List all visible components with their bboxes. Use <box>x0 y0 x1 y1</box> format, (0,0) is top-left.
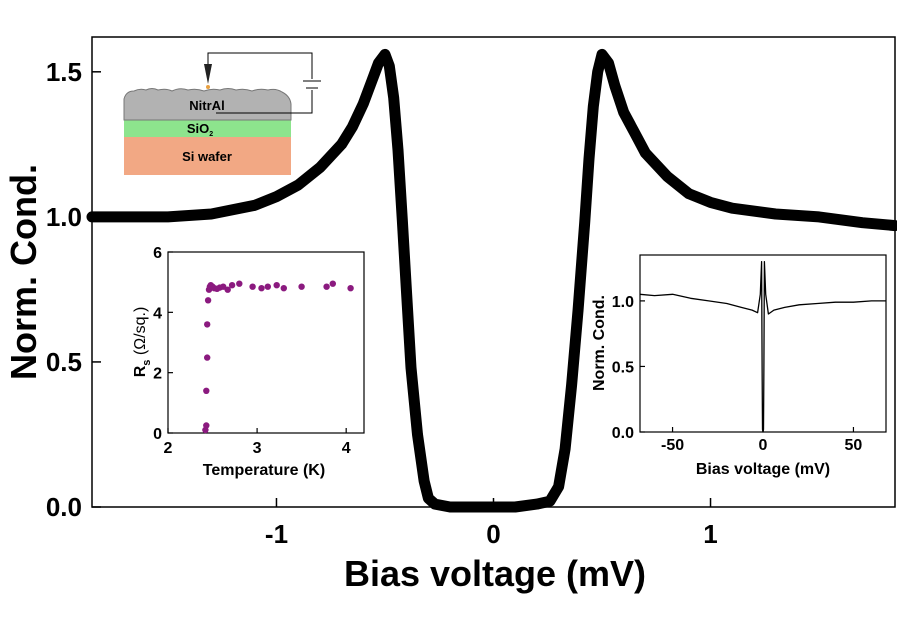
inset-right-x-tick-label: -50 <box>661 437 684 454</box>
sio2-label: SiO2 <box>187 121 213 138</box>
inset-right-x-tick-label: 0 <box>759 437 768 454</box>
inset-left-data-point <box>228 282 236 289</box>
sample-schematic: NitrAl SiO2 Si wafer <box>123 52 321 175</box>
inset-left-data-point <box>220 283 227 290</box>
main-y-tick-label: 0.5 <box>46 347 82 377</box>
inset-left-x-tick-label: 2 <box>164 440 173 457</box>
nitral-label: NitrAl <box>189 98 224 113</box>
main-x-axis-label: Bias voltage (mV) <box>344 553 646 594</box>
main-y-tick-label: 0.0 <box>46 492 82 522</box>
main-x-tick-label: -1 <box>265 519 288 549</box>
inset-left-y-tick-label: 6 <box>153 245 162 262</box>
main-plot: -1 0 1 0.0 0.5 1.0 1.5 Bias voltage (mV) Norm… <box>3 36 897 594</box>
inset-right-background <box>640 255 886 432</box>
inset-left-y-tick-label: 0 <box>153 426 162 443</box>
inset-right-x-tick-label: 50 <box>845 437 863 454</box>
inset-left-data-point <box>249 283 256 290</box>
inset-left-y-tick-label: 2 <box>153 366 162 383</box>
inset-left-data-point <box>203 422 210 429</box>
inset-right-conductance-curve <box>639 260 886 433</box>
inset-left-frame <box>167 251 365 434</box>
inset-left-background <box>168 252 364 433</box>
si-wafer-layer <box>124 137 291 175</box>
main-x-axis-ticks: -1 0 1 <box>265 498 718 549</box>
inset-left-y-tick-label: 4 <box>153 305 162 322</box>
inset-left-data-point <box>224 286 231 293</box>
main-y-axis-label: Norm. Cond. <box>3 164 44 380</box>
inset-right-y-tick-label: 0.5 <box>612 359 634 376</box>
inset-left-data-point <box>298 283 305 290</box>
inset-right-y-axis-label: Norm. Cond. <box>591 295 608 391</box>
stm-tip-icon <box>204 64 212 84</box>
main-x-tick-label: 1 <box>703 519 717 549</box>
main-x-tick-label: 0 <box>486 519 500 549</box>
inset-left-x-tick-label: 4 <box>342 440 351 457</box>
inset-left-y-axis-label: Rs (Ω/sq.) <box>132 307 153 378</box>
inset-right-x-ticks: -50 0 50 <box>661 427 862 454</box>
inset-left-data-point <box>204 354 211 361</box>
inset-left-data-point <box>323 283 330 290</box>
main-y-tick-label: 1.5 <box>46 57 82 87</box>
sio2-layer <box>124 120 291 137</box>
tip-wire <box>207 52 313 114</box>
inset-left-data-point <box>273 282 280 289</box>
inset-left-data-point <box>204 321 211 328</box>
inset-left-data-point <box>204 297 212 304</box>
si-wafer-label: Si wafer <box>182 149 232 164</box>
inset-left-data-points <box>202 280 354 434</box>
main-conductance-curve <box>86 48 897 513</box>
inset-left-x-axis-label: Temperature (K) <box>203 462 325 479</box>
inset-right-x-axis-label: Bias voltage (mV) <box>696 461 830 478</box>
tip-contact <box>206 85 210 89</box>
inset-left-x-ticks: 2 3 4 <box>164 428 351 457</box>
inset-left-data-point <box>236 280 243 287</box>
inset-left-data-point <box>280 285 287 292</box>
inset-left-data-point <box>203 387 210 394</box>
inset-left-data-point <box>258 285 265 292</box>
nitral-layer <box>123 88 292 121</box>
inset-left-y-ticks: 0 2 4 6 <box>153 245 173 443</box>
inset-left-x-tick-label: 3 <box>253 440 262 457</box>
inset-wide-bias-conductance: -50 0 50 0.0 0.5 1.0 Bias voltage (mV) Norm.… <box>591 254 887 478</box>
inset-right-y-tick-label: 0.0 <box>612 425 634 442</box>
main-y-axis-ticks: 0.0 0.5 1.0 1.5 <box>46 57 101 522</box>
inset-right-y-ticks: 0.0 0.5 1.0 <box>612 294 645 442</box>
main-y-tick-label: 1.0 <box>46 202 82 232</box>
inset-left-data-point <box>329 280 336 287</box>
inset-left-data-point <box>264 283 271 290</box>
inset-right-y-tick-label: 1.0 <box>612 294 634 311</box>
inset-left-data-point <box>347 285 354 292</box>
